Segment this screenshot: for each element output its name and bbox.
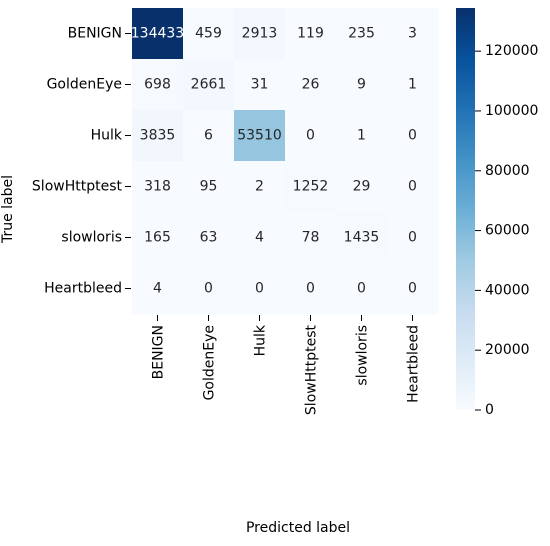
cell-value-label: 4 xyxy=(255,230,264,246)
colorbar-tick-label: 120000 xyxy=(485,43,538,59)
cell-value-label: 95 xyxy=(200,179,218,195)
colorbar xyxy=(456,8,475,410)
y-tick-label: Hulk xyxy=(91,128,123,144)
heatmap-cell xyxy=(234,263,286,315)
heatmap-cell xyxy=(234,8,286,60)
heatmap-cell xyxy=(183,110,235,162)
cell-value-label: 0 xyxy=(204,281,213,297)
colorbar-tick-label: 0 xyxy=(485,402,494,418)
heatmap-cell xyxy=(336,8,388,60)
cell-value-label: 459 xyxy=(195,26,222,42)
heatmap-cell xyxy=(285,8,337,60)
heatmap-cell xyxy=(132,8,184,60)
cell-value-label: 134433 xyxy=(131,26,184,42)
cell-value-label: 4 xyxy=(153,281,162,297)
colorbar-tick-label: 20000 xyxy=(485,342,530,358)
cell-value-label: 31 xyxy=(251,77,269,93)
cell-value-label: 26 xyxy=(302,77,320,93)
heatmap-cell xyxy=(387,59,439,111)
cell-value-label: 119 xyxy=(297,26,324,42)
cell-value-label: 2 xyxy=(255,179,264,195)
cell-value-label: 53510 xyxy=(237,128,282,144)
y-tick-label: GoldenEye xyxy=(47,77,122,93)
heatmap-cell xyxy=(336,59,388,111)
x-tick-labels: BENIGN GoldenEye Hulk SlowHttptest slowloris… xyxy=(151,315,422,415)
x-tick-label: BENIGN xyxy=(151,325,167,379)
heatmap-cell xyxy=(234,59,286,111)
cell-value-label: 0 xyxy=(408,128,417,144)
heatmap-cell xyxy=(285,212,337,264)
heatmap-cell xyxy=(285,161,337,213)
heatmap-cell xyxy=(336,161,388,213)
colorbar-tick-label: 40000 xyxy=(485,282,530,298)
y-tick-labels: BENIGN GoldenEye Hulk SlowHttptest slowloris… xyxy=(32,26,131,297)
heatmap-cell xyxy=(183,161,235,213)
heatmap-cell xyxy=(387,8,439,60)
cell-value-label: 318 xyxy=(144,179,171,195)
cell-value-label: 9 xyxy=(357,77,366,93)
x-tick-label: slowloris xyxy=(355,325,371,386)
cell-value-label: 2661 xyxy=(191,77,227,93)
heatmap-cell xyxy=(132,263,184,315)
cell-value-label: 3835 xyxy=(140,128,176,144)
heatmap-cell xyxy=(336,263,388,315)
x-axis-title: Predicted label xyxy=(246,520,350,536)
colorbar-tick-label: 60000 xyxy=(485,223,530,239)
heatmap-cell xyxy=(387,110,439,162)
y-tick-label: Heartbleed xyxy=(44,281,122,297)
heatmap-cell xyxy=(336,110,388,162)
cell-value-label: 0 xyxy=(408,281,417,297)
heatmap-cell xyxy=(234,161,286,213)
heatmap-cell xyxy=(183,263,235,315)
heatmap-cell xyxy=(336,212,388,264)
cell-value-label: 0 xyxy=(306,128,315,144)
colorbar-tick-label: 80000 xyxy=(485,163,530,179)
heatmap-cell xyxy=(132,161,184,213)
cell-value-label: 2913 xyxy=(242,26,278,42)
x-tick-label: GoldenEye xyxy=(202,325,218,400)
heatmap-cell xyxy=(183,8,235,60)
cell-value-label: 698 xyxy=(144,77,171,93)
matrix-grid: 134433 459 2913 119 235 3 698 2661 31 26 9 1 3835 6 53… xyxy=(131,8,439,315)
y-tick-label: BENIGN xyxy=(68,26,122,42)
cell-value-label: 1435 xyxy=(344,230,380,246)
heatmap-cell xyxy=(234,212,286,264)
cell-value-label: 29 xyxy=(353,179,371,195)
cell-value-label: 63 xyxy=(200,230,218,246)
cell-value-label: 0 xyxy=(357,281,366,297)
heatmap-cell xyxy=(132,110,184,162)
cell-value-label: 0 xyxy=(408,230,417,246)
cell-value-label: 0 xyxy=(408,179,417,195)
cell-value-label: 1252 xyxy=(293,179,329,195)
heatmap-cell xyxy=(285,59,337,111)
heatmap-cell xyxy=(183,212,235,264)
cell-value-label: 6 xyxy=(204,128,213,144)
heatmap-cell xyxy=(132,212,184,264)
x-tick-label: SlowHttptest xyxy=(304,324,320,415)
y-tick-label: slowloris xyxy=(61,230,122,246)
heatmap-cell xyxy=(387,263,439,315)
colorbar-tick-label: 100000 xyxy=(485,103,538,119)
y-axis-title: True label xyxy=(0,175,16,244)
heatmap-cell xyxy=(387,161,439,213)
cell-value-label: 165 xyxy=(144,230,171,246)
cell-value-label: 0 xyxy=(306,281,315,297)
heatmap-cell xyxy=(132,59,184,111)
cell-value-label: 1 xyxy=(357,128,366,144)
cell-value-label: 235 xyxy=(348,26,375,42)
heatmap-cell xyxy=(285,263,337,315)
heatmap-cell xyxy=(387,212,439,264)
cell-value-label: 0 xyxy=(255,281,264,297)
cell-value-label: 78 xyxy=(302,230,320,246)
x-tick-label: Hulk xyxy=(253,324,269,356)
colorbar-ticks: 0 20000 40000 60000 80000 100000 120000 xyxy=(475,43,538,418)
cell-value-label: 1 xyxy=(408,77,417,93)
heatmap-cell xyxy=(285,110,337,162)
y-tick-label: SlowHttptest xyxy=(32,179,123,195)
cell-value-label: 3 xyxy=(408,26,417,42)
x-tick-label: Heartbleed xyxy=(406,325,422,403)
heatmap-cell xyxy=(183,59,235,111)
heatmap-cell xyxy=(234,110,286,162)
